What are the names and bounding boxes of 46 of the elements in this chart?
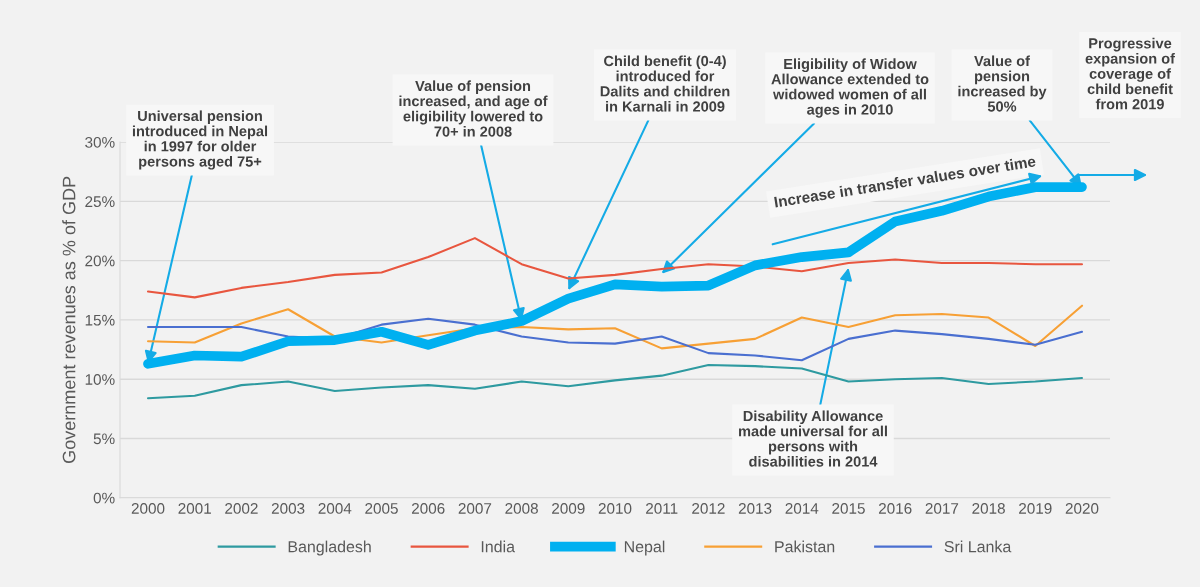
legend-label: Bangladesh [288, 540, 371, 556]
line-series [146, 317, 1084, 362]
annotation: Universal pension introduced in Nepal in 1997 for older persons aged 75+ [132, 110, 268, 170]
annotation: Child benefit (0-4) introduced for Dalits and children in Karnali in 2009 [600, 55, 730, 112]
line-series [146, 363, 1084, 400]
x-tick-label: 2000 [131, 503, 165, 514]
x-tick-label: 2003 [271, 503, 305, 514]
annotation: Eligibility of Widow Allowance extended to widowed women of all ages in 2010 [771, 58, 929, 118]
x-tick-label: 2011 [646, 503, 678, 514]
x-tick-label: 2016 [878, 503, 912, 514]
y-tick-label: 15% [85, 314, 115, 326]
x-tick-label: 2004 [318, 503, 352, 514]
x-tick-label: 2017 [925, 503, 959, 514]
y-tick-label: 20% [85, 255, 115, 267]
y-tick-label: 5% [93, 433, 115, 445]
x-tick-label: 2008 [505, 503, 538, 514]
x-tick-label: 2012 [692, 503, 725, 514]
x-tick-label: 2002 [225, 503, 258, 514]
annotation: Disability Allowance made universal for all persons with disabilities in 2014 [739, 410, 887, 467]
y-tick-label: 30% [85, 136, 115, 148]
legend-label: Sri Lanka [944, 540, 1012, 553]
y-tick-label: 0% [93, 492, 115, 504]
x-tick-label: 2018 [972, 503, 1005, 514]
annotation: Value of pension increased by 50% [958, 55, 1047, 112]
x-tick-label: 2013 [738, 503, 772, 514]
legend-label: India [481, 540, 515, 553]
x-tick-label: 2010 [598, 503, 632, 514]
x-tick-label: 2014 [785, 503, 819, 514]
line-series [146, 304, 1084, 350]
y-tick-label: 10% [85, 374, 115, 385]
annotation: Increase in transfer values over time [774, 155, 1036, 208]
x-tick-label: 2015 [832, 503, 865, 514]
y-tick-label: 25% [85, 196, 115, 208]
x-tick-label: 2005 [365, 503, 398, 514]
x-tick-label: 2020 [1065, 503, 1099, 514]
x-tick-label: 2001 [178, 503, 211, 514]
x-tick-label: 2009 [552, 503, 585, 514]
legend-label: Pakistan [775, 540, 835, 553]
annotation: Value of pension increased, and age of eligibility lowered to 70+ in 2008 [399, 80, 548, 137]
line-series [146, 237, 1084, 299]
y-axis-title: Government revenues as % of GDP [62, 176, 76, 464]
text: Progressive expansion of coverage of child benefit from 2019 [1085, 37, 1175, 110]
x-tick-label: 2019 [1019, 503, 1052, 514]
x-tick-label: 2006 [411, 503, 445, 514]
x-tick-label: 2007 [458, 503, 492, 514]
legend-label: Nepal [624, 540, 665, 556]
